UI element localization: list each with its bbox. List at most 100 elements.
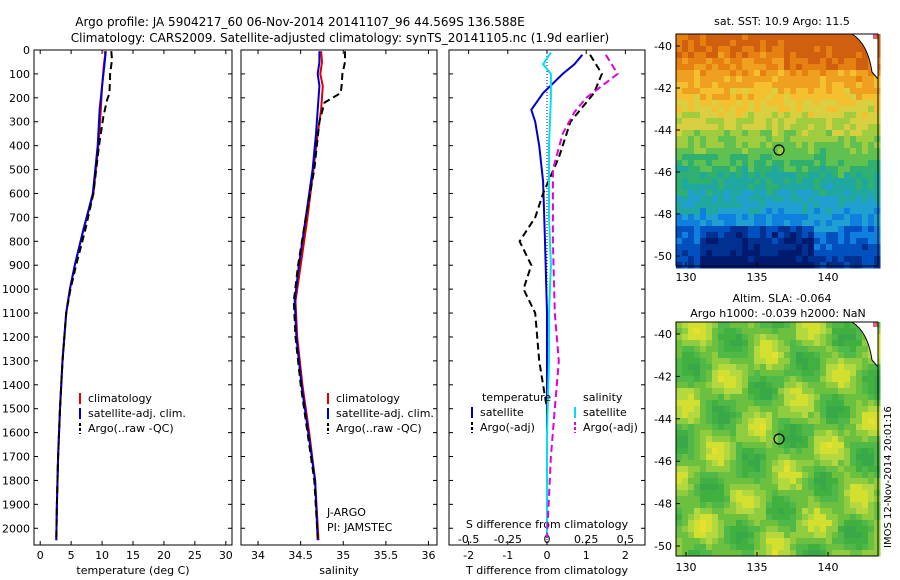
map-cell — [868, 358, 875, 365]
map-cell — [844, 454, 851, 461]
y-tick-label: 700 — [9, 211, 30, 224]
map-cell — [832, 64, 839, 71]
map-cell — [694, 130, 701, 137]
map-cell — [736, 346, 743, 353]
map-cell — [724, 442, 731, 449]
map-cell — [790, 484, 797, 491]
map-cell — [724, 394, 731, 401]
map-cell — [706, 52, 713, 59]
map-cell — [784, 514, 791, 521]
map-cell — [676, 412, 683, 419]
map-cell — [832, 454, 839, 461]
map-cell — [814, 256, 821, 263]
map-cell — [808, 34, 815, 41]
map-cell — [784, 532, 791, 539]
map-cell — [712, 244, 719, 251]
map-cell — [820, 208, 827, 215]
map-cell — [676, 502, 683, 509]
map-cell — [784, 394, 791, 401]
map-cell — [784, 262, 791, 269]
map-cell — [688, 160, 695, 167]
map-cell — [676, 472, 683, 479]
map-cell — [850, 400, 857, 407]
map-cell — [850, 334, 857, 341]
map-cell — [832, 424, 839, 431]
map-cell — [802, 358, 809, 365]
map-cell — [736, 112, 743, 119]
map-cell — [700, 322, 707, 329]
map-cell — [718, 82, 725, 89]
map-cell — [742, 166, 749, 173]
map-cell — [856, 436, 863, 443]
map-cell — [796, 106, 803, 113]
map-cell — [868, 454, 875, 461]
map-cell — [826, 514, 833, 521]
map-cell — [772, 538, 779, 545]
map-cell — [736, 550, 743, 557]
map-cell — [736, 382, 743, 389]
map-cell — [718, 100, 725, 107]
map-cell — [868, 244, 875, 251]
map-cell — [760, 220, 767, 227]
map-cell — [814, 214, 821, 221]
map-cell — [826, 112, 833, 119]
map-cell — [712, 322, 719, 329]
map-cell — [844, 514, 851, 521]
map-cell — [844, 358, 851, 365]
map-cell — [868, 262, 875, 269]
map-cell — [850, 94, 857, 101]
map-cell — [874, 118, 881, 125]
map-cell — [778, 196, 785, 203]
map-cell — [796, 70, 803, 77]
map-cell — [712, 526, 719, 533]
map-cell — [718, 496, 725, 503]
map-cell — [820, 478, 827, 485]
map-cell — [682, 436, 689, 443]
map-cell — [754, 526, 761, 533]
map-cell — [832, 88, 839, 95]
map-cell — [868, 220, 875, 227]
map-cell — [832, 70, 839, 77]
map-cell — [856, 400, 863, 407]
map-cell — [790, 394, 797, 401]
map-cell — [868, 364, 875, 371]
map-cell — [748, 550, 755, 557]
map-cell — [742, 64, 749, 71]
map-cell — [820, 178, 827, 185]
legend-label: climatology — [88, 392, 152, 405]
map-cell — [820, 448, 827, 455]
map-cell — [718, 418, 725, 425]
map-cell — [802, 148, 809, 155]
map-cell — [766, 550, 773, 557]
map-cell — [766, 490, 773, 497]
map-cell — [730, 136, 737, 143]
map-cell — [772, 490, 779, 497]
map-cell — [712, 70, 719, 77]
map-cell — [850, 64, 857, 71]
map-cell — [706, 412, 713, 419]
map-cell — [754, 382, 761, 389]
map-cell — [874, 136, 881, 143]
map-cell — [844, 34, 851, 41]
map-cell — [874, 430, 881, 437]
map-cell — [682, 514, 689, 521]
map-cell — [808, 166, 815, 173]
map-cell — [784, 448, 791, 455]
map-cell — [850, 352, 857, 359]
map-cell — [736, 118, 743, 125]
map-cell — [682, 376, 689, 383]
map-cell — [862, 346, 869, 353]
map-cell — [742, 124, 749, 131]
map-cell — [736, 436, 743, 443]
map-cell — [688, 508, 695, 515]
map-cell — [700, 382, 707, 389]
map-cell — [844, 352, 851, 359]
map-cell — [778, 424, 785, 431]
map-cell — [706, 166, 713, 173]
map-cell — [778, 526, 785, 533]
map-cell — [730, 226, 737, 233]
map-cell — [736, 328, 743, 335]
map-cell — [730, 262, 737, 269]
map-cell — [694, 82, 701, 89]
map-cell — [814, 244, 821, 251]
